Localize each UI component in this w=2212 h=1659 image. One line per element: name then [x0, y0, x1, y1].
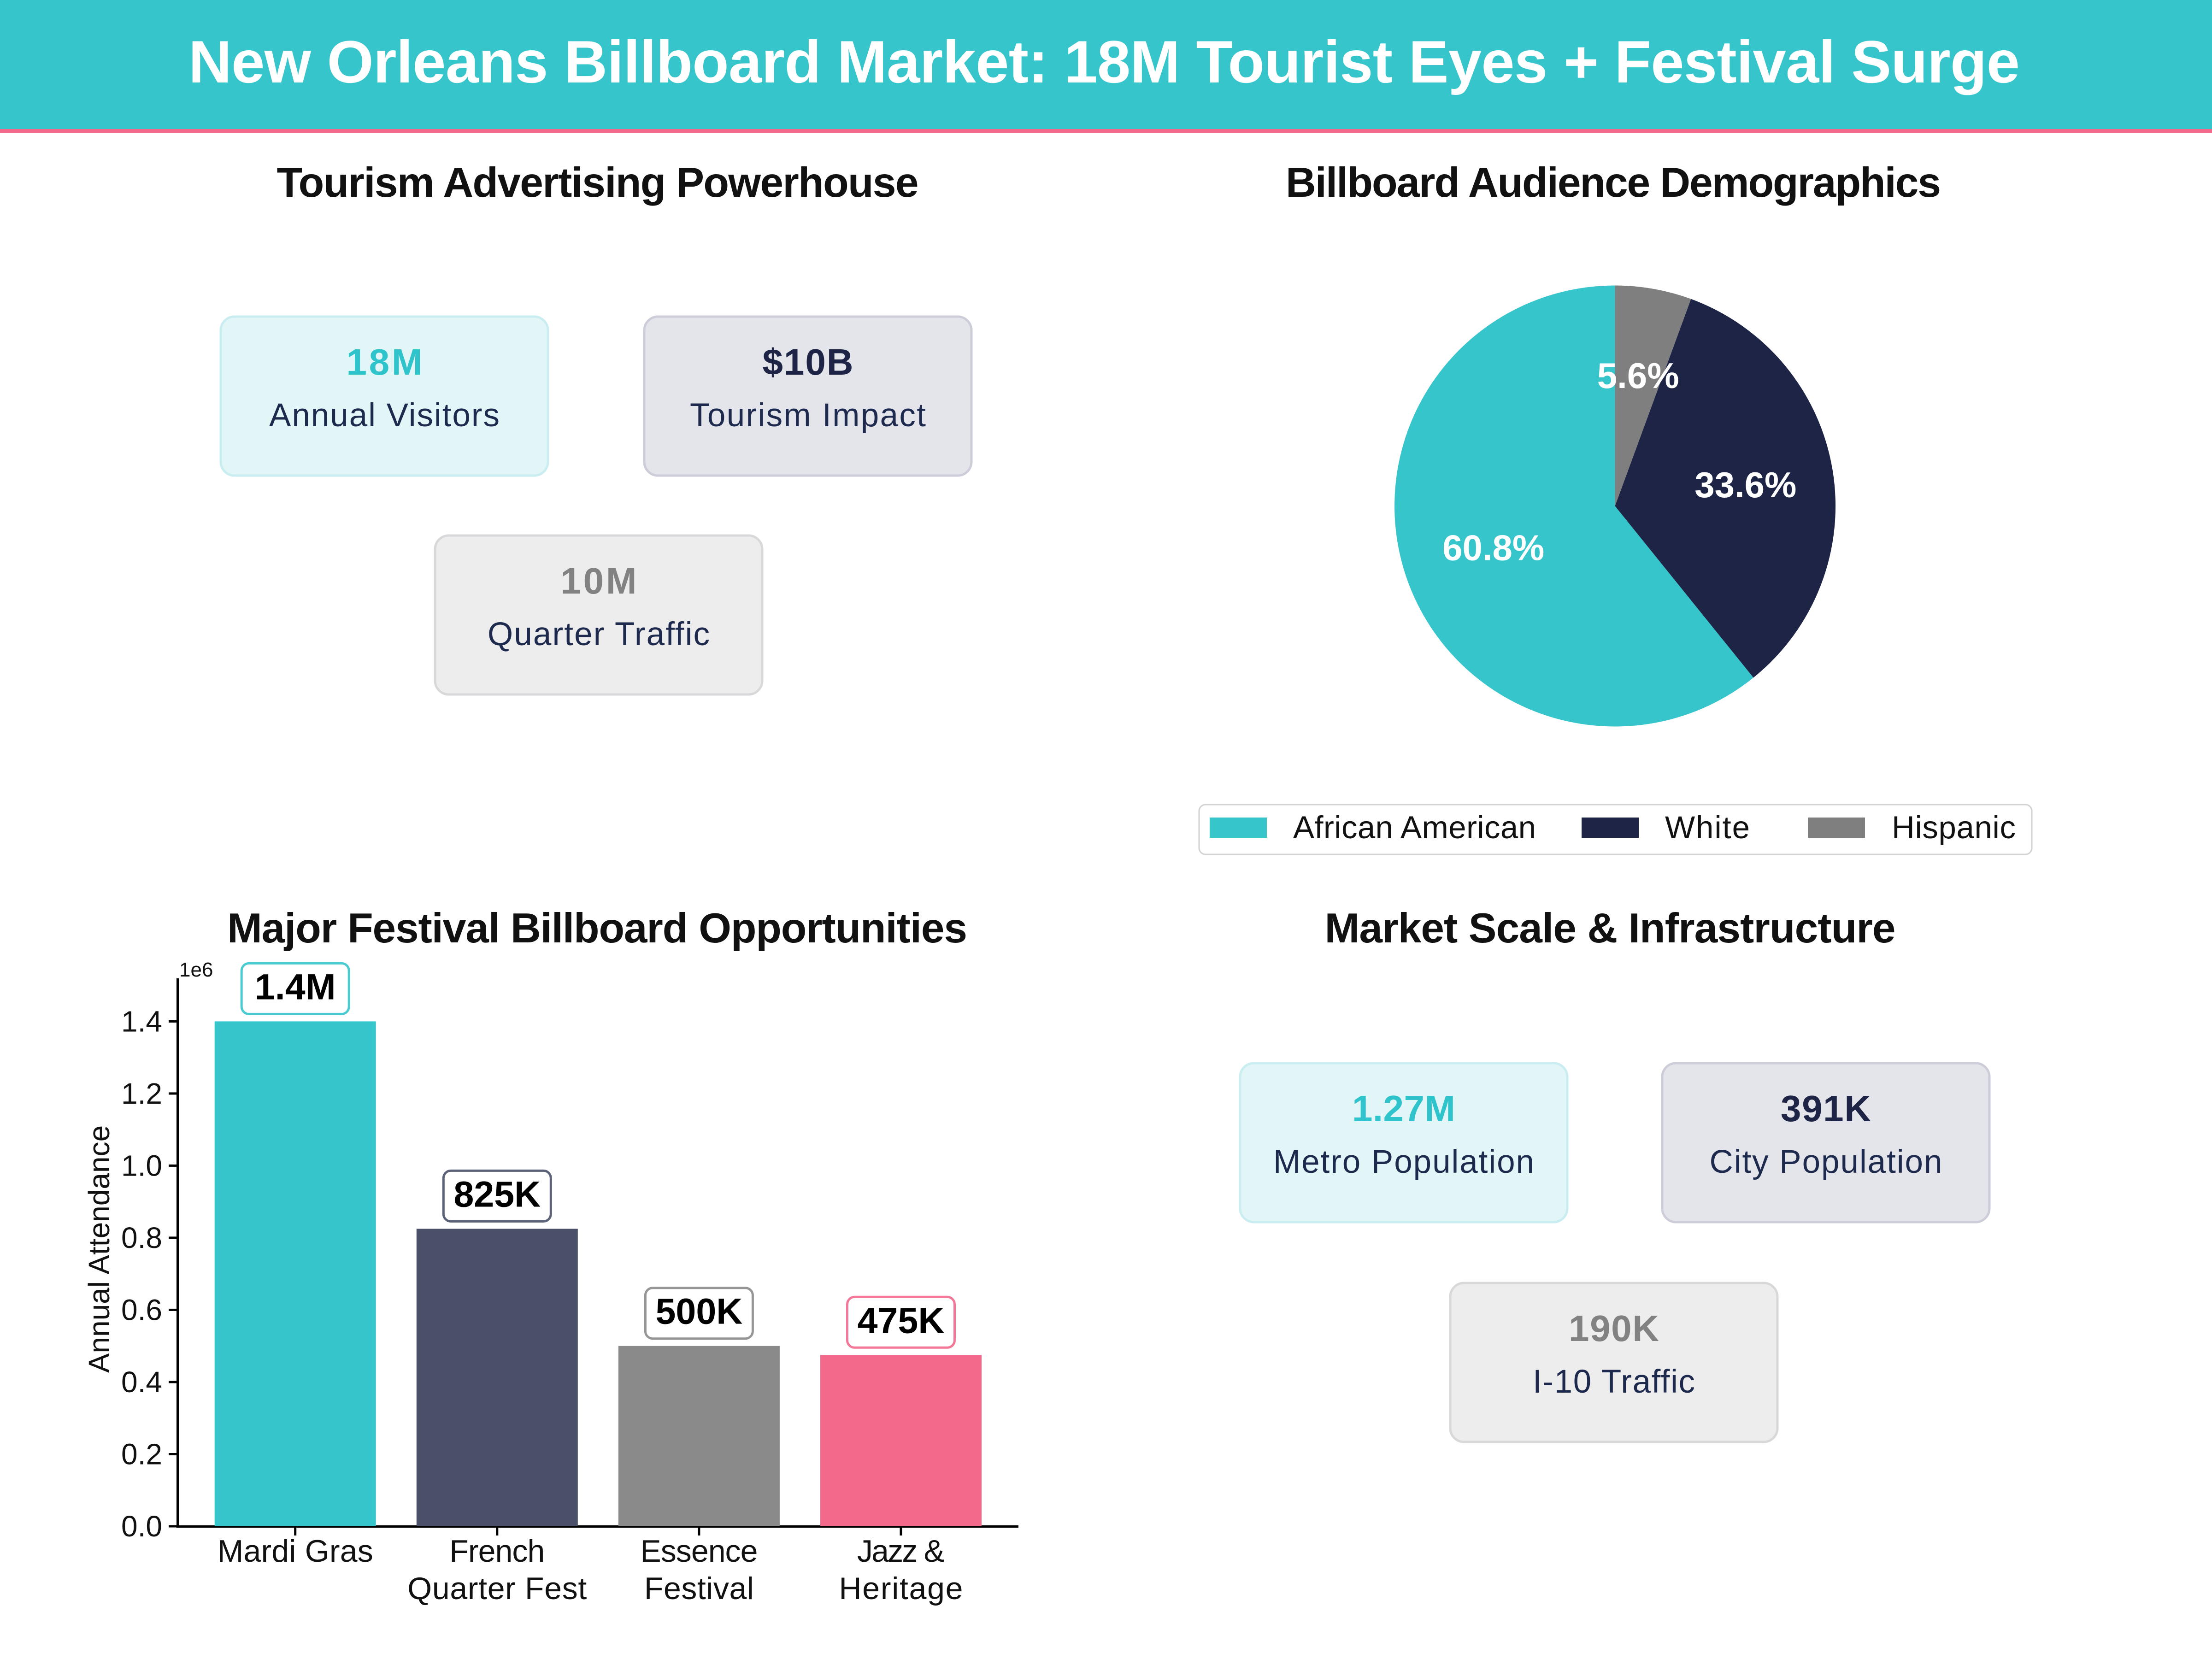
svg-text:Essence: Essence [640, 1534, 758, 1569]
svg-text:Quarter Fest: Quarter Fest [407, 1571, 587, 1606]
svg-text:475K: 475K [858, 1300, 945, 1341]
svg-text:City Population: City Population [1710, 1144, 1942, 1180]
svg-text:1e6: 1e6 [179, 959, 213, 981]
svg-text:5.6%: 5.6% [1597, 355, 1679, 396]
svg-text:500K: 500K [655, 1291, 742, 1332]
svg-text:33.6%: 33.6% [1694, 465, 1796, 505]
svg-text:Quarter Traffic: Quarter Traffic [488, 616, 710, 653]
svg-text:African American: African American [1293, 810, 1536, 845]
svg-text:1.27M: 1.27M [1352, 1088, 1455, 1129]
svg-text:Metro Population: Metro Population [1273, 1144, 1534, 1180]
svg-text:Heritage: Heritage [839, 1571, 963, 1606]
svg-text:White: White [1665, 810, 1750, 845]
svg-text:0.8: 0.8 [121, 1221, 162, 1254]
svg-text:French: French [449, 1534, 545, 1569]
svg-text:60.8%: 60.8% [1442, 528, 1544, 568]
svg-text:0.6: 0.6 [121, 1293, 162, 1326]
svg-text:0.0: 0.0 [121, 1510, 162, 1543]
svg-text:Hispanic: Hispanic [1892, 810, 2016, 845]
svg-text:391K: 391K [1781, 1088, 1871, 1129]
svg-text:1.2: 1.2 [121, 1077, 162, 1110]
svg-text:1.4: 1.4 [121, 1005, 162, 1038]
svg-text:I-10 Traffic: I-10 Traffic [1533, 1364, 1695, 1400]
svg-text:1.0: 1.0 [121, 1149, 162, 1182]
svg-text:1.4M: 1.4M [255, 966, 336, 1007]
svg-text:Festival: Festival [644, 1571, 754, 1606]
svg-text:190K: 190K [1569, 1308, 1659, 1349]
svg-text:10M: 10M [561, 560, 637, 601]
svg-text:0.4: 0.4 [121, 1365, 162, 1399]
svg-text:Tourism Impact: Tourism Impact [690, 397, 926, 434]
svg-text:Jazz &: Jazz & [857, 1534, 945, 1569]
svg-text:$10B: $10B [763, 341, 853, 382]
svg-text:Major Festival Billboard Oppor: Major Festival Billboard Opportunities [227, 905, 967, 952]
svg-text:825K: 825K [453, 1173, 541, 1214]
svg-text:18M: 18M [347, 341, 423, 382]
svg-text:Annual Visitors: Annual Visitors [269, 397, 500, 434]
svg-text:0.2: 0.2 [121, 1438, 162, 1471]
svg-text:Annual Attendance: Annual Attendance [82, 1125, 116, 1373]
svg-text:Market Scale & Infrastructure: Market Scale & Infrastructure [1325, 905, 1896, 952]
svg-text:Billboard Audience Demographic: Billboard Audience Demographics [1286, 159, 1941, 206]
svg-text:Tourism Advertising Powerhouse: Tourism Advertising Powerhouse [277, 159, 919, 206]
svg-text:Mardi Gras: Mardi Gras [218, 1534, 373, 1569]
svg-text:New Orleans Billboard Market:: New Orleans Billboard Market: 18M Touris… [188, 28, 2020, 95]
